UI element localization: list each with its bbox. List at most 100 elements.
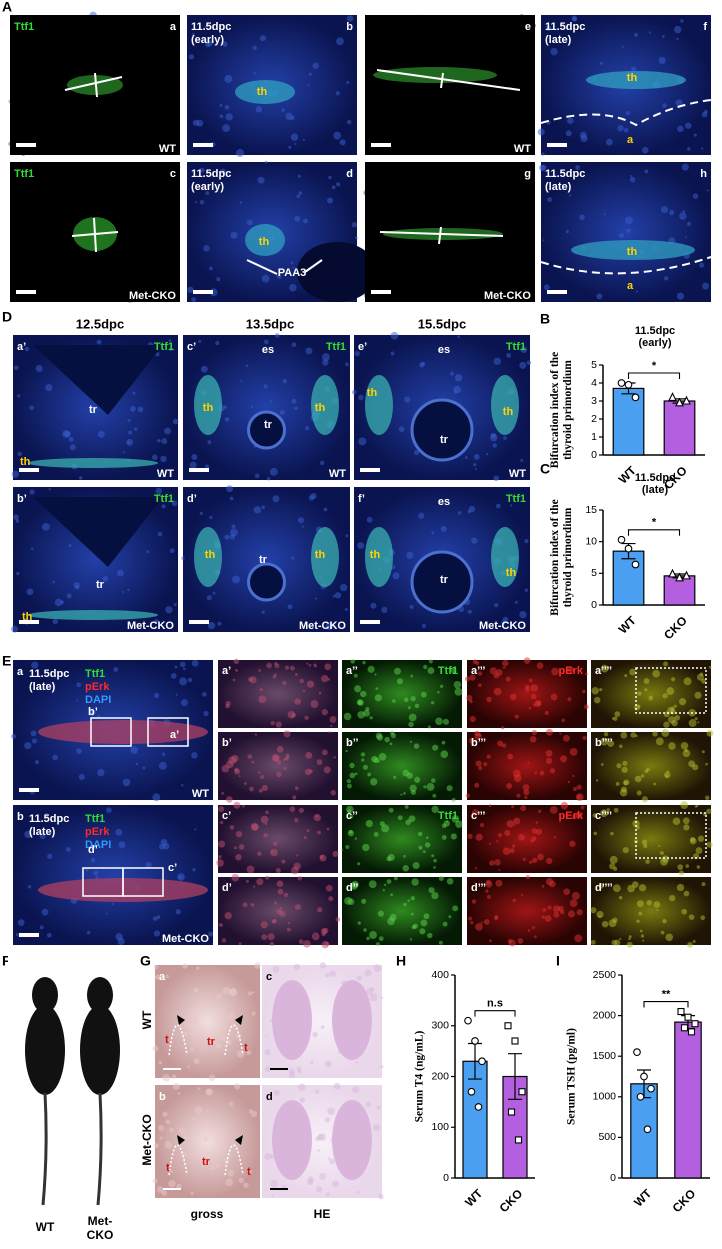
micrograph xyxy=(342,877,462,945)
texture xyxy=(403,854,406,858)
texture xyxy=(282,681,287,686)
texture xyxy=(116,569,124,577)
texture xyxy=(324,1060,332,1068)
texture xyxy=(370,602,377,609)
texture xyxy=(642,939,645,942)
texture xyxy=(317,830,321,835)
texture xyxy=(293,862,301,871)
texture xyxy=(378,1193,384,1200)
tissue xyxy=(194,527,222,587)
texture xyxy=(389,913,397,921)
texture xyxy=(180,783,184,787)
texture xyxy=(169,1170,173,1174)
texture xyxy=(302,689,306,693)
texture xyxy=(694,717,698,721)
texture xyxy=(527,761,530,764)
annotation-line xyxy=(304,259,323,273)
image-label: Met-CKO xyxy=(479,620,526,632)
texture xyxy=(183,1031,188,1037)
texture xyxy=(662,693,668,699)
texture xyxy=(380,996,384,1000)
texture xyxy=(636,919,640,923)
panel-letter: C xyxy=(540,461,550,477)
tissue xyxy=(38,720,208,744)
texture xyxy=(489,667,497,675)
texture xyxy=(669,894,676,902)
outline xyxy=(168,1144,188,1176)
texture xyxy=(196,119,204,127)
texture xyxy=(122,778,131,787)
texture xyxy=(664,276,669,281)
texture xyxy=(245,879,249,883)
annotation-line xyxy=(440,72,444,89)
texture xyxy=(229,825,235,830)
outline xyxy=(168,1024,188,1056)
texture xyxy=(273,1089,280,1096)
texture xyxy=(427,932,433,939)
texture xyxy=(216,859,224,867)
texture xyxy=(567,117,574,125)
image-label: c’ xyxy=(222,810,231,822)
scale-bar xyxy=(16,143,36,147)
image-label: 11.5dpc xyxy=(545,21,585,33)
significance-bracket xyxy=(627,372,681,379)
texture xyxy=(390,331,399,340)
texture xyxy=(676,292,685,300)
texture xyxy=(600,737,609,746)
texture xyxy=(325,972,330,978)
texture xyxy=(614,711,621,717)
column-header: 15.5dpc xyxy=(418,316,466,331)
texture xyxy=(172,418,179,425)
texture xyxy=(347,830,354,837)
texture xyxy=(585,672,588,676)
texture xyxy=(121,590,124,593)
photo-label: WT xyxy=(36,1220,55,1234)
texture xyxy=(35,364,43,373)
texture xyxy=(118,841,126,849)
roi xyxy=(122,867,164,897)
texture xyxy=(78,476,83,480)
texture xyxy=(370,987,375,992)
texture xyxy=(270,1179,279,1188)
texture xyxy=(31,738,38,744)
texture xyxy=(162,752,166,756)
texture xyxy=(205,1088,212,1095)
texture xyxy=(324,1117,331,1123)
texture xyxy=(355,1061,359,1064)
texture xyxy=(624,216,633,225)
texture xyxy=(498,868,501,871)
texture xyxy=(530,693,537,700)
texture xyxy=(655,737,664,746)
image-label: 11.5dpc xyxy=(545,168,585,180)
texture xyxy=(31,661,39,669)
image-label: a xyxy=(627,134,634,146)
image-label: a xyxy=(159,971,166,983)
micrograph xyxy=(591,660,711,728)
texture xyxy=(438,875,444,881)
texture xyxy=(29,405,35,411)
texture xyxy=(580,805,585,810)
image-label: a’ xyxy=(222,665,231,677)
texture xyxy=(294,818,299,823)
tissue xyxy=(373,67,497,83)
texture xyxy=(661,35,665,39)
image-label: t xyxy=(247,1166,251,1178)
texture xyxy=(483,762,488,767)
texture xyxy=(330,724,333,728)
image-label: pErk xyxy=(85,826,110,838)
texture xyxy=(662,103,667,108)
annotation-line xyxy=(540,256,712,275)
texture xyxy=(316,1186,323,1193)
y-tick-label: 0 xyxy=(443,1172,449,1184)
texture xyxy=(363,928,367,932)
data-point xyxy=(624,380,633,389)
texture xyxy=(516,793,521,798)
texture xyxy=(235,668,239,672)
image-label: c’ xyxy=(168,862,177,874)
texture xyxy=(496,840,499,843)
texture xyxy=(240,379,243,382)
texture xyxy=(451,797,456,802)
texture xyxy=(298,939,304,945)
tissue xyxy=(272,980,312,1060)
image-label: th xyxy=(627,72,638,84)
